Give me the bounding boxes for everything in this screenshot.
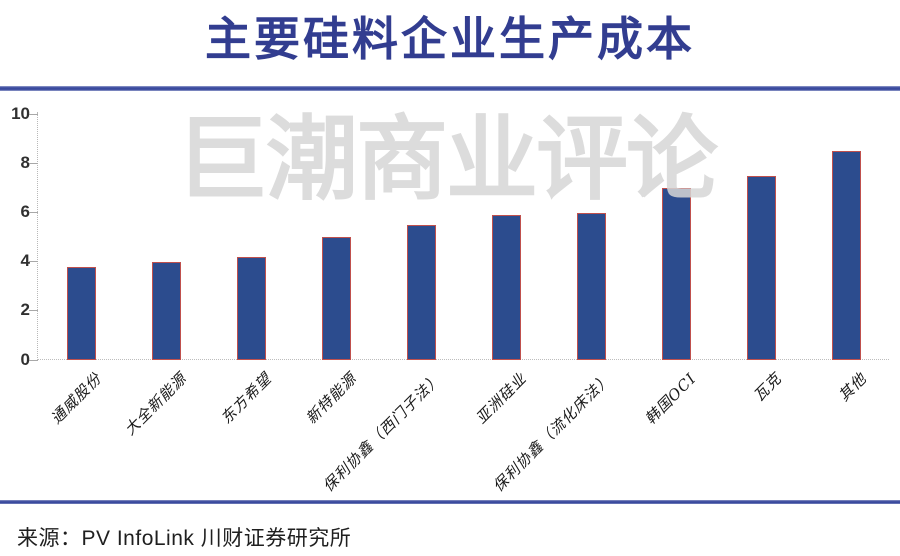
x-tick-label: 其他	[834, 369, 871, 405]
y-tick-label: 4	[20, 251, 30, 271]
y-tick-mark	[29, 261, 38, 263]
x-axis-line	[37, 359, 889, 360]
y-tick-mark	[29, 310, 38, 312]
y-tick-mark	[29, 212, 38, 214]
x-tick-label: 瓦克	[749, 369, 786, 405]
title-divider-line	[0, 86, 900, 91]
y-tick-label: 2	[20, 300, 30, 320]
bar	[491, 214, 521, 360]
y-tick-label: 10	[11, 104, 30, 123]
x-tick-label: 亚洲硅业	[472, 369, 531, 428]
bar	[236, 256, 266, 360]
bar	[576, 212, 606, 360]
bar	[406, 224, 436, 360]
x-tick-label: 韩国OCI	[641, 369, 701, 428]
x-tick-label: 大全新能源	[120, 369, 191, 439]
y-tick-mark	[29, 359, 38, 361]
y-tick-label: 8	[20, 153, 30, 173]
y-tick-mark	[29, 114, 38, 115]
bar	[66, 266, 96, 360]
bar	[151, 261, 181, 360]
footer-divider-line	[0, 500, 900, 504]
x-tick-label: 东方希望	[217, 369, 276, 428]
bar	[321, 236, 351, 360]
x-tick-label: 通威股份	[47, 369, 106, 428]
source-attribution: 来源：PV InfoLink 川财证券研究所	[17, 527, 352, 550]
y-tick-mark	[29, 163, 38, 165]
bar	[661, 187, 691, 360]
x-tick-label: 新特能源	[302, 369, 361, 428]
page-title: 主要硅料企业生产成本	[205, 13, 695, 65]
y-axis-line	[37, 112, 38, 360]
bar	[831, 150, 861, 360]
y-tick-label: 6	[20, 202, 30, 222]
y-tick-label: 0	[20, 349, 30, 369]
bar	[746, 175, 776, 360]
